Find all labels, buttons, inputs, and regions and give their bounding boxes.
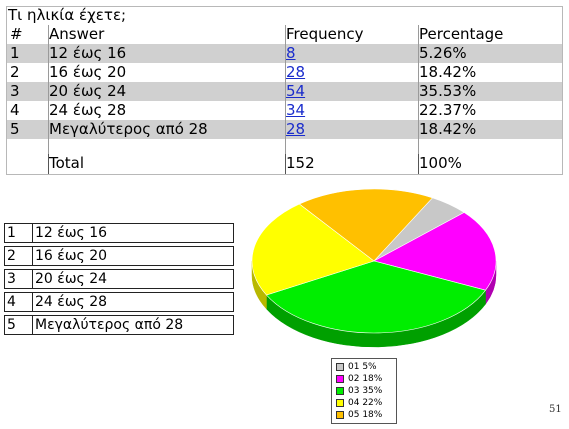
legend-slice-label: 04 <box>348 398 360 408</box>
table-row: 3 20 έως 24 54 35.53% <box>7 82 562 101</box>
survey-results-table: Τι ηλικία έχετε; # Answer Frequency Perc… <box>6 6 563 175</box>
pie-slice <box>251 203 375 296</box>
legend-num: 2 <box>4 246 33 266</box>
row-answer: 20 έως 24 <box>49 83 127 100</box>
legend-swatch <box>336 387 344 395</box>
legend-slice-percent: 18% <box>362 410 383 420</box>
row-percentage: 18.42% <box>419 121 477 138</box>
row-percentage: 35.53% <box>419 83 477 100</box>
legend-num: 4 <box>4 292 33 312</box>
legend-slice-label: 01 <box>348 362 360 372</box>
row-answer: 12 έως 16 <box>49 45 127 62</box>
legend-row: 5 Μεγαλύτερος από 28 <box>4 315 234 335</box>
legend-swatch <box>336 399 344 407</box>
header-percentage: Percentage <box>419 26 504 43</box>
legend-num: 3 <box>4 269 33 289</box>
table-row: 5 Μεγαλύτερος από 28 28 18.42% <box>7 120 562 139</box>
legend-swatch <box>336 363 344 371</box>
total-row: Total 152 100% <box>7 154 562 174</box>
legend-slice-percent: 5% <box>362 362 377 372</box>
legend-row: 3 20 έως 24 <box>4 269 234 289</box>
legend-row: 1 12 έως 16 <box>4 223 234 243</box>
chart-legend-item: 04 22% <box>332 397 396 409</box>
legend-label: Μεγαλύτερος από 28 <box>33 315 234 335</box>
chart-legend-item: 02 18% <box>332 373 396 385</box>
legend-label: 16 έως 20 <box>33 246 234 266</box>
table-row: 2 16 έως 20 28 18.42% <box>7 63 562 82</box>
legend-label: 24 έως 28 <box>33 292 234 312</box>
age-pie-chart <box>251 188 497 348</box>
frequency-link[interactable]: 54 <box>286 83 306 100</box>
legend-num: 1 <box>4 223 33 243</box>
row-answer: 24 έως 28 <box>49 102 127 119</box>
chart-legend-item: 05 18% <box>332 409 396 421</box>
chart-legend-item: 01 5% <box>332 361 396 373</box>
row-num: 5 <box>10 121 20 138</box>
row-answer: 16 έως 20 <box>49 64 127 81</box>
legend-slice-percent: 22% <box>362 398 383 408</box>
legend-slice-percent: 18% <box>362 374 383 384</box>
header-frequency: Frequency <box>286 26 364 43</box>
row-num: 2 <box>10 64 20 81</box>
frequency-link[interactable]: 28 <box>286 121 306 138</box>
table-row: 4 24 έως 28 34 22.37% <box>7 101 562 120</box>
chart-legend-item: 03 35% <box>332 385 396 397</box>
legend-swatch <box>336 411 344 419</box>
legend-label: 20 έως 24 <box>33 269 234 289</box>
legend-num: 5 <box>4 315 33 335</box>
question-title: Τι ηλικία έχετε; <box>8 6 127 24</box>
row-percentage: 22.37% <box>419 102 477 119</box>
row-answer: Μεγαλύτερος από 28 <box>49 121 208 138</box>
frequency-link[interactable]: 34 <box>286 102 306 119</box>
legend-slice-label: 05 <box>348 410 360 420</box>
frequency-link[interactable]: 8 <box>286 45 296 62</box>
legend-slice-label: 03 <box>348 386 360 396</box>
row-num: 4 <box>10 102 20 119</box>
row-percentage: 5.26% <box>419 45 467 62</box>
total-label: Total <box>49 155 85 172</box>
legend-slice-percent: 35% <box>362 386 383 396</box>
legend-label: 12 έως 16 <box>33 223 234 243</box>
row-num: 1 <box>10 45 20 62</box>
spacer-row <box>7 139 562 154</box>
answer-legend-table: 1 12 έως 16 2 16 έως 20 3 20 έως 24 4 24… <box>4 220 234 338</box>
legend-row: 4 24 έως 28 <box>4 292 234 312</box>
table-row: 1 12 έως 16 8 5.26% <box>7 44 562 63</box>
table-header-row: # Answer Frequency Percentage <box>7 25 562 44</box>
header-answer: Answer <box>49 26 105 43</box>
frequency-link[interactable]: 28 <box>286 64 306 81</box>
pie-slice <box>265 260 487 334</box>
pie-slice <box>298 188 434 262</box>
row-percentage: 18.42% <box>419 64 477 81</box>
header-num: # <box>10 26 23 43</box>
legend-slice-label: 02 <box>348 374 360 384</box>
page-number: 51 <box>549 404 562 415</box>
row-num: 3 <box>10 83 20 100</box>
total-frequency: 152 <box>286 155 315 172</box>
pie-slice <box>373 212 497 291</box>
chart-legend: 01 5% 02 18% 03 35% 04 22% 05 18% <box>331 358 397 424</box>
legend-swatch <box>336 375 344 383</box>
legend-row: 2 16 έως 20 <box>4 246 234 266</box>
total-percentage: 100% <box>419 155 462 172</box>
